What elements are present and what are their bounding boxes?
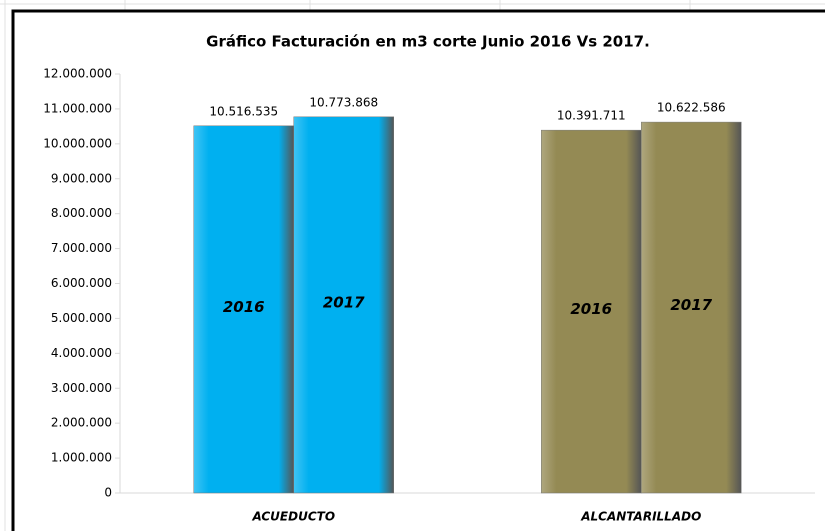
series-label: 2017 xyxy=(323,293,365,311)
series-label: 2017 xyxy=(670,296,712,314)
y-tick-label: 8.000.000 xyxy=(51,206,112,220)
y-tick-label: 1.000.000 xyxy=(51,451,112,465)
value-label: 10.516.535 xyxy=(209,104,278,118)
y-tick-label: 6.000.000 xyxy=(51,276,112,290)
y-tick-label: 10.000.000 xyxy=(43,136,112,150)
y-tick-label: 11.000.000 xyxy=(43,101,112,115)
y-tick-label: 7.000.000 xyxy=(51,241,112,255)
value-label: 10.773.868 xyxy=(309,95,378,109)
bar xyxy=(641,121,742,494)
y-tick-label: 3.000.000 xyxy=(51,381,112,395)
y-tick-label: 2.000.000 xyxy=(51,416,112,430)
y-tick-label: 5.000.000 xyxy=(51,311,112,325)
series-label: 2016 xyxy=(223,298,265,316)
y-tick-label: 4.000.000 xyxy=(51,346,112,360)
y-tick-label: 0 xyxy=(104,486,112,500)
y-tick-label: 9.000.000 xyxy=(51,171,112,185)
bar xyxy=(293,116,394,494)
x-tick-label: ACUEDUCTO xyxy=(251,510,335,524)
value-label: 10.622.586 xyxy=(657,101,726,115)
chart-title: Gráfico Facturación en m3 corte Junio 20… xyxy=(206,33,650,51)
bar xyxy=(193,125,294,494)
y-tick-label: 12.000.000 xyxy=(43,67,112,81)
series-label: 2016 xyxy=(570,300,612,318)
value-label: 10.391.711 xyxy=(557,109,626,123)
bar xyxy=(541,129,642,494)
x-tick-label: ALCANTARILLADO xyxy=(580,510,701,524)
